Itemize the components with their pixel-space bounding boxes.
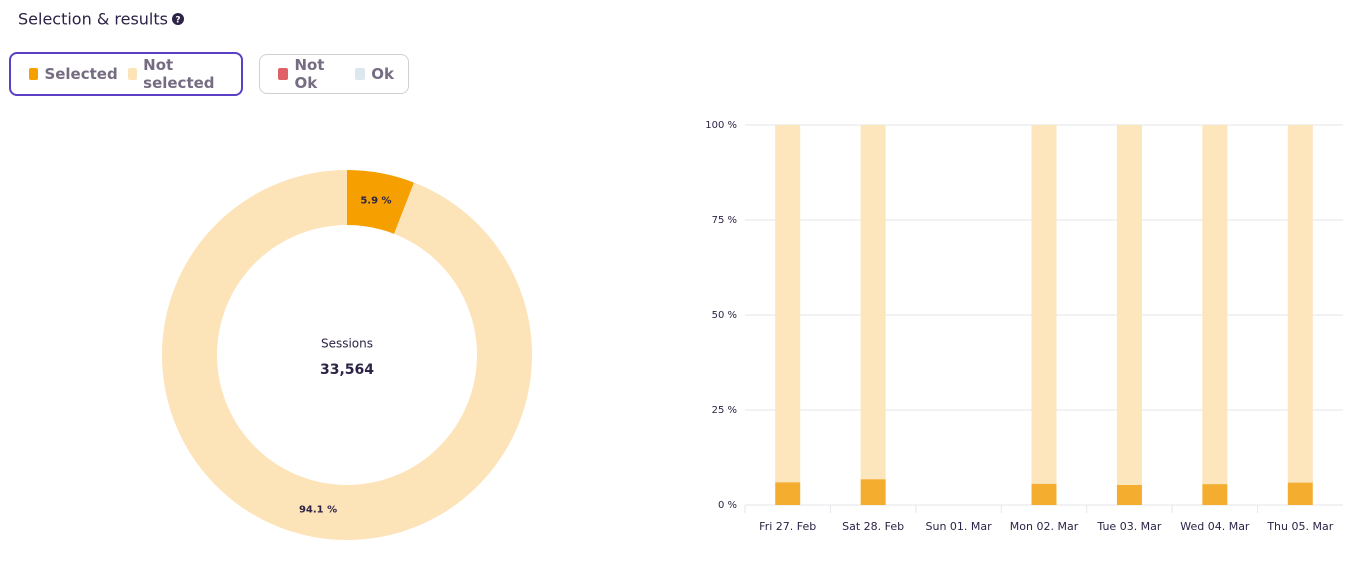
donut-slice — [347, 170, 415, 234]
y-tick-label: 100 % — [705, 120, 737, 131]
bar-segment — [1287, 482, 1313, 505]
bar-segment — [1202, 484, 1228, 505]
help-icon-glyph: ? — [175, 16, 180, 26]
center-label: Sessions — [321, 337, 373, 351]
x-tick-label: Fri 27. Feb — [759, 520, 816, 533]
y-tick-label: 50 % — [712, 310, 737, 321]
slice-label: 5.9 % — [360, 196, 391, 207]
y-tick-label: 25 % — [712, 405, 737, 416]
y-tick-label: 0 % — [718, 500, 737, 511]
legend-swatch — [127, 68, 138, 80]
bar-segment — [1287, 125, 1313, 483]
section-title: Selection & results — [18, 10, 168, 29]
bar-segment — [860, 479, 886, 505]
bar-segment — [1031, 483, 1057, 505]
x-tick-label: Tue 03. Mar — [1096, 520, 1162, 533]
legend-swatch — [278, 68, 289, 80]
legend-label: Ok — [371, 65, 395, 83]
bar-segment — [1031, 125, 1057, 484]
toggle-selection[interactable]: Selected Not selected — [9, 52, 243, 96]
legend-label: Not Ok — [294, 56, 325, 92]
x-tick-label: Sun 01. Mar — [925, 520, 992, 533]
bar-segment — [775, 482, 801, 505]
slice-label: 94.1 % — [299, 504, 337, 515]
legend-label: Selected — [44, 65, 118, 83]
legend-label: Not selected — [143, 56, 215, 92]
bar-segment — [860, 125, 886, 480]
legend-swatch — [354, 68, 366, 80]
y-tick-label: 75 % — [712, 215, 737, 226]
x-tick-label: Mon 02. Mar — [1010, 520, 1079, 533]
center-value: 33,564 — [320, 362, 374, 378]
bar-segment — [1116, 125, 1142, 485]
x-tick-label: Sat 28. Feb — [842, 520, 904, 533]
donut-slice — [161, 170, 532, 540]
toggle-result[interactable]: Not Ok Ok — [259, 54, 409, 94]
bar-segment — [775, 125, 801, 483]
help-icon[interactable] — [172, 13, 184, 25]
legend-swatch — [29, 68, 39, 80]
x-tick-label: Wed 04. Mar — [1180, 520, 1250, 533]
bar-segment — [1116, 484, 1142, 505]
x-tick-label: Thu 05. Mar — [1266, 520, 1333, 533]
bar-segment — [1202, 125, 1228, 485]
